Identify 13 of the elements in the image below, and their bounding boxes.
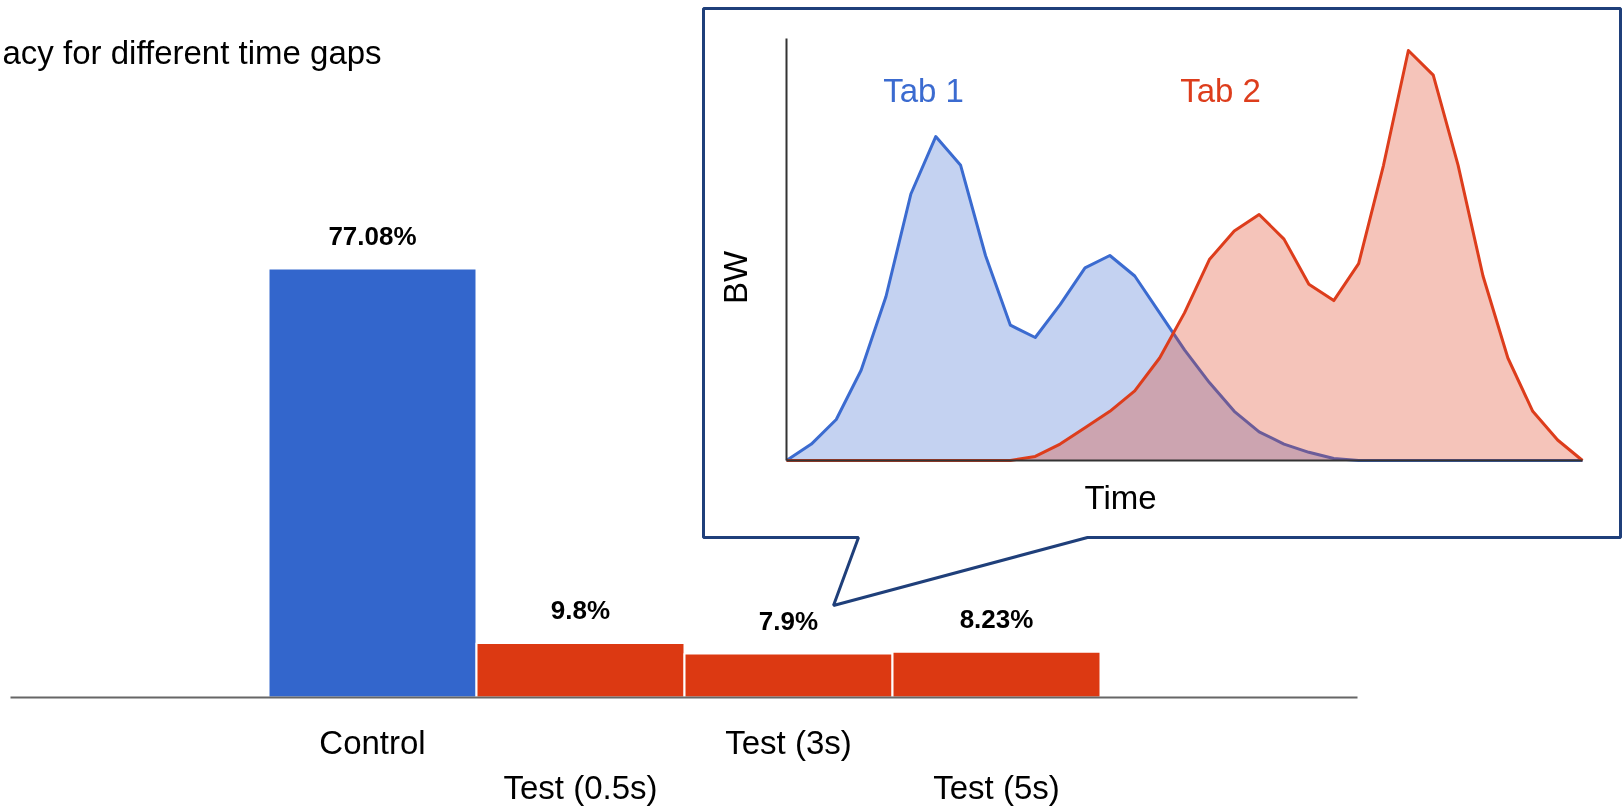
x-tick-label: Test (5s) — [933, 769, 1060, 806]
x-tick-label: Test (0.5s) — [503, 769, 658, 806]
text: Tab 2 — [1180, 72, 1261, 109]
data-label: 77.08% — [328, 220, 417, 251]
x-tick-label: Control — [319, 724, 426, 761]
x-tick-label: Test (3s) — [725, 724, 852, 761]
series-label: Tab 1 — [883, 72, 964, 109]
chart-title: acy for different time gaps — [2, 34, 382, 71]
x-axis-title: Time — [1084, 479, 1157, 516]
data-label: 8.23% — [959, 603, 1034, 634]
y-axis-title: BW — [717, 250, 754, 305]
data-label: 9.8% — [550, 594, 611, 625]
data-label: 7.9% — [758, 605, 819, 636]
